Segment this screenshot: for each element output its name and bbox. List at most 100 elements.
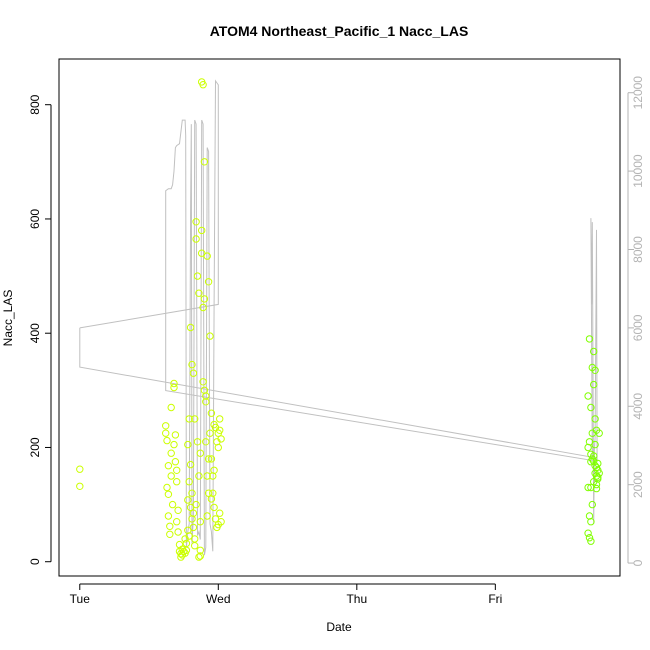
y-tick-label-left: 200: [28, 437, 42, 457]
scatter-point: [188, 360, 196, 369]
scatter-point: [207, 409, 216, 417]
scatter-point: [203, 252, 211, 260]
scatter-point: [585, 534, 594, 542]
scatter-point: [186, 323, 195, 332]
scatter-point: [210, 466, 218, 474]
y-tick-label-left: 400: [28, 323, 42, 343]
scatter-point: [216, 509, 224, 517]
scatter-point: [192, 218, 200, 226]
scatter-point: [185, 532, 193, 540]
y-tick-label-right: 6000: [631, 314, 645, 341]
plot-frame: [58, 58, 621, 577]
y-tick-label-right: 8000: [631, 236, 645, 263]
y-tick-label-right: 12000: [631, 76, 645, 110]
scatter-point: [164, 462, 173, 470]
scatter-point: [584, 443, 592, 452]
y-tick-label-left: 600: [28, 209, 42, 229]
scatter-point: [200, 158, 209, 166]
scatter-point: [189, 369, 198, 377]
scatter-point: [588, 500, 596, 509]
scatter-point: [192, 500, 200, 509]
x-tick-label: Thu: [346, 592, 367, 606]
scatter-point: [587, 458, 595, 466]
scatter-point: [588, 429, 596, 437]
scatter-point: [584, 392, 592, 400]
scatter-point: [164, 490, 173, 498]
scatter-point: [199, 378, 207, 386]
y-tick-label-left: 0: [28, 558, 42, 565]
scatter-point: [595, 429, 603, 437]
scatter-point: [590, 347, 598, 356]
scatter-point: [196, 518, 205, 526]
x-tick-label: Tue: [70, 592, 91, 606]
scatter-point: [204, 455, 213, 463]
scatter-point: [170, 440, 178, 449]
scatter-point: [170, 383, 178, 392]
scatter-point: [202, 438, 210, 446]
scatter-point: [210, 503, 218, 512]
scatter-point: [199, 303, 207, 312]
scatter-point: [174, 506, 182, 514]
scatter-point: [185, 415, 193, 423]
scatter-point: [167, 403, 175, 412]
scatter-point: [162, 422, 170, 430]
scatter-point: [192, 235, 200, 243]
scatter-point: [196, 546, 205, 554]
y-tick-label-right: 4000: [631, 393, 645, 420]
scatter-point: [193, 272, 202, 280]
scatter-point: [189, 523, 198, 532]
scatter-point: [591, 366, 599, 374]
scatter-point: [594, 473, 602, 481]
scatter-point: [171, 431, 180, 439]
scatter-point: [189, 509, 198, 517]
scatter-point: [191, 542, 199, 550]
scatter-point: [184, 440, 192, 449]
scatter-point: [587, 537, 595, 545]
scatter-point: [214, 443, 223, 452]
scatter-point: [177, 553, 185, 561]
scatter-point: [185, 478, 193, 486]
scatter-point: [170, 379, 178, 388]
chart-title: ATOM4 Northeast_Pacific_1 Nacc_LAS: [210, 23, 469, 39]
scatter-point: [166, 522, 174, 530]
scatter-point: [202, 392, 210, 400]
scatter-point: [584, 483, 592, 492]
scatter-point: [592, 484, 601, 493]
x-tick-label: Fri: [488, 592, 502, 606]
scatter-point: [173, 466, 181, 474]
scatter-point: [204, 489, 213, 497]
scatter-point: [163, 436, 171, 445]
scatter-point: [188, 489, 196, 497]
scatter-point: [182, 539, 191, 548]
scatter-point: [587, 518, 595, 526]
scatter-point: [206, 429, 214, 437]
scatter-point: [217, 435, 225, 443]
scatter-point: [591, 415, 599, 423]
scatter-point: [591, 440, 599, 449]
scatter-point: [587, 403, 595, 412]
scatter-point: [167, 449, 175, 457]
scatter-point: [186, 460, 195, 469]
y-tick-label-right: 10000: [631, 154, 645, 188]
scatter-point: [171, 458, 180, 466]
y-tick-label-left: 800: [28, 94, 42, 114]
axes-layer: 0200400600800020004000600080001000012000…: [28, 76, 645, 606]
scatter-point: [195, 289, 203, 297]
scatter-point: [163, 483, 171, 492]
scatter-point: [162, 429, 170, 437]
scatter-point: [202, 398, 210, 406]
y-axis-label: Nacc_LAS: [1, 290, 15, 347]
y-tick-label-right: 0: [631, 559, 645, 566]
scatter-point: [207, 495, 216, 503]
scatter-point: [195, 472, 203, 480]
scatter-point: [594, 459, 602, 468]
scatter-point: [592, 480, 601, 489]
scatter-point: [199, 81, 207, 89]
scatter-point: [200, 295, 209, 303]
x-tick-label: Wed: [206, 592, 230, 606]
scatter-point: [167, 472, 175, 480]
scatter-point: [173, 518, 181, 526]
series-line: [79, 79, 598, 556]
scatter-point: [216, 415, 224, 423]
